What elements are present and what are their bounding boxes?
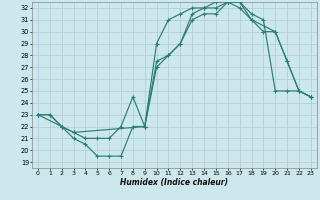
X-axis label: Humidex (Indice chaleur): Humidex (Indice chaleur) <box>120 178 228 187</box>
